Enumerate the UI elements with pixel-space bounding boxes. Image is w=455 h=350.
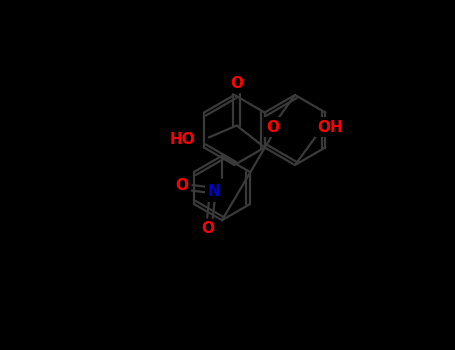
Text: OH: OH (317, 119, 343, 134)
Text: N: N (207, 184, 220, 199)
Text: O: O (176, 178, 188, 193)
Text: O: O (230, 76, 243, 91)
Text: O: O (267, 119, 279, 134)
Text: O: O (202, 221, 214, 236)
Text: HO: HO (170, 132, 196, 147)
